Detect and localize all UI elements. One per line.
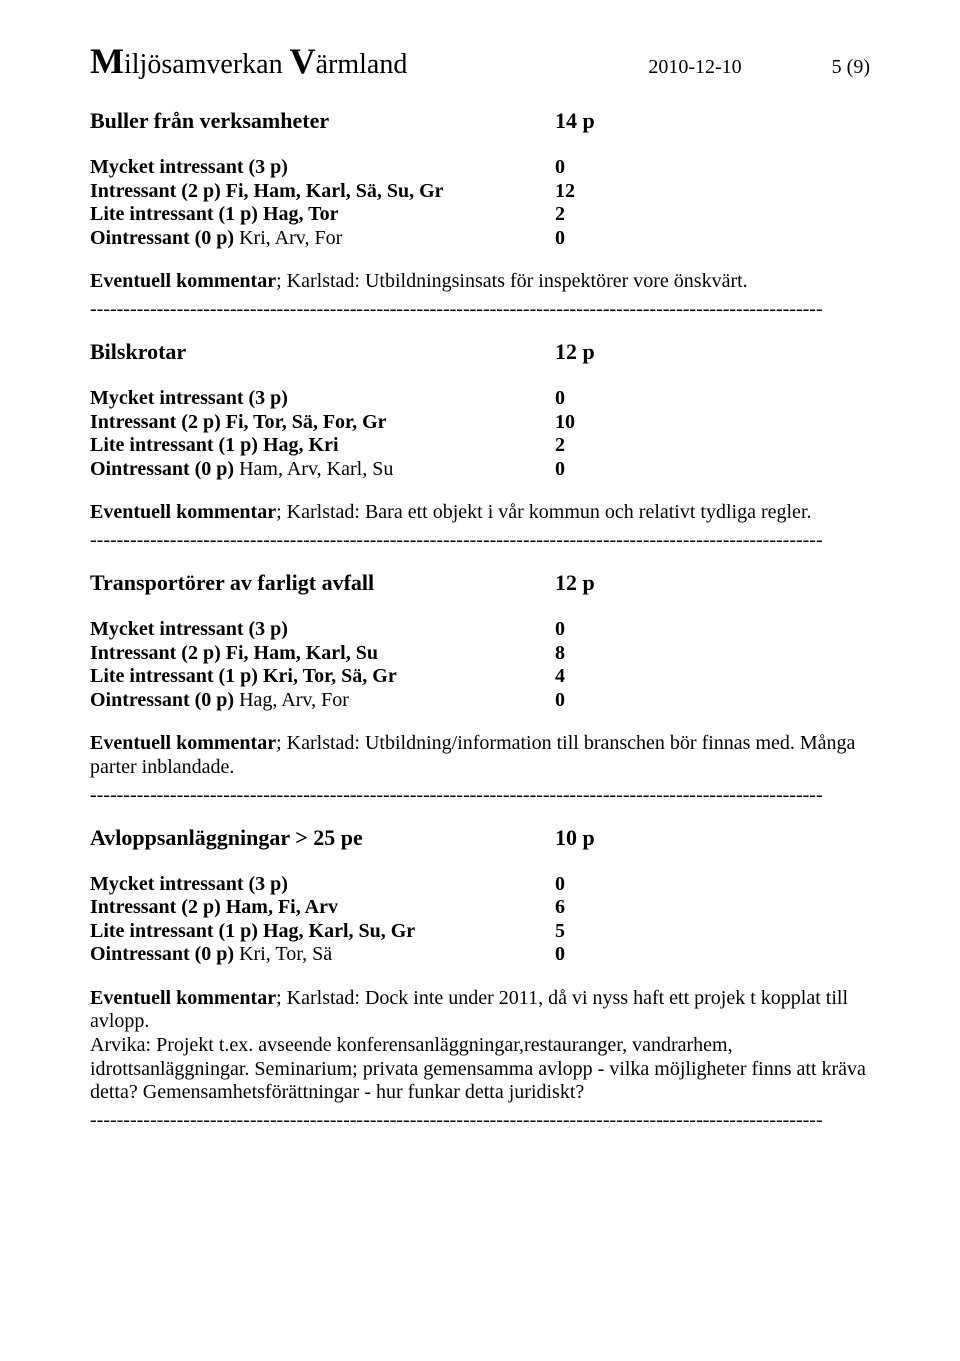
rating-row: Mycket intressant (3 p)0 xyxy=(90,873,870,897)
rating-value: 6 xyxy=(555,896,565,920)
section-title-row: Bilskrotar12 p xyxy=(90,339,870,365)
rating-label: Lite intressant (1 p) Hag, Kri xyxy=(90,434,555,458)
rating-value: 0 xyxy=(555,227,565,251)
section-points: 12 p xyxy=(555,570,595,596)
rating-row: Ointressant (0 p) Kri, Tor, Sä0 xyxy=(90,943,870,967)
rating-row: Intressant (2 p) Fi, Ham, Karl, Sä, Su, … xyxy=(90,180,870,204)
rating-label-suffix: Kri, Tor, Sä xyxy=(239,943,332,965)
rating-value: 0 xyxy=(555,458,565,482)
rating-value: 2 xyxy=(555,434,565,458)
rating-label: Mycket intressant (3 p) xyxy=(90,156,555,180)
rating-value: 0 xyxy=(555,873,565,897)
section-title-row: Buller från verksamheter14 p xyxy=(90,108,870,134)
rating-value: 4 xyxy=(555,665,565,689)
logo: Miljösamverkan Värmland xyxy=(90,40,407,82)
rating-label: Mycket intressant (3 p) xyxy=(90,387,555,411)
section-points: 10 p xyxy=(555,825,595,851)
logo-word1: iljösamverkan xyxy=(124,49,290,80)
rating-row: Mycket intressant (3 p)0 xyxy=(90,387,870,411)
rating-row: Ointressant (0 p) Ham, Arv, Karl, Su0 xyxy=(90,458,870,482)
section-comment: Eventuell kommentar; Karlstad: Dock inte… xyxy=(90,987,870,1105)
rating-row: Mycket intressant (3 p)0 xyxy=(90,618,870,642)
rating-value: 0 xyxy=(555,689,565,713)
logo-m: M xyxy=(90,41,124,81)
rating-label-suffix: Kri, Arv, For xyxy=(239,227,342,249)
rating-row: Lite intressant (1 p) Hag, Tor2 xyxy=(90,203,870,227)
rating-value: 0 xyxy=(555,156,565,180)
rating-label: Lite intressant (1 p) Hag, Tor xyxy=(90,203,555,227)
section: Bilskrotar12 pMycket intressant (3 p)0In… xyxy=(90,339,870,525)
rating-value: 2 xyxy=(555,203,565,227)
rating-value: 10 xyxy=(555,411,575,435)
rating-row: Lite intressant (1 p) Kri, Tor, Sä, Gr4 xyxy=(90,665,870,689)
divider: ----------------------------------------… xyxy=(90,1109,870,1132)
divider: ----------------------------------------… xyxy=(90,529,870,552)
logo-word2: ärmland xyxy=(316,49,408,80)
section-title: Transportörer av farligt avfall xyxy=(90,570,555,596)
logo-v: V xyxy=(290,41,316,81)
header-date: 2010-12-10 xyxy=(648,56,741,79)
rating-label: Intressant (2 p) Ham, Fi, Arv xyxy=(90,896,555,920)
divider: ----------------------------------------… xyxy=(90,298,870,321)
rating-label: Ointressant (0 p) Hag, Arv, For xyxy=(90,689,555,713)
section: Buller från verksamheter14 pMycket intre… xyxy=(90,108,870,294)
section-title-row: Transportörer av farligt avfall12 p xyxy=(90,570,870,596)
rating-value: 8 xyxy=(555,642,565,666)
page-header: Miljösamverkan Värmland 2010-12-10 5 (9) xyxy=(90,40,870,82)
rating-row: Intressant (2 p) Fi, Tor, Sä, For, Gr10 xyxy=(90,411,870,435)
rating-label: Ointressant (0 p) Ham, Arv, Karl, Su xyxy=(90,458,555,482)
rating-value: 5 xyxy=(555,920,565,944)
comment-lead: Eventuell kommentar xyxy=(90,501,276,523)
header-right: 2010-12-10 5 (9) xyxy=(648,56,870,79)
rating-value: 0 xyxy=(555,387,565,411)
section-comment: Eventuell kommentar; Karlstad: Utbildnin… xyxy=(90,270,870,294)
section-title: Avloppsanläggningar > 25 pe xyxy=(90,825,555,851)
rating-label: Intressant (2 p) Fi, Ham, Karl, Sä, Su, … xyxy=(90,180,555,204)
comment-lead: Eventuell kommentar xyxy=(90,987,276,1009)
comment-lead: Eventuell kommentar xyxy=(90,270,276,292)
rating-label: Ointressant (0 p) Kri, Arv, For xyxy=(90,227,555,251)
section: Transportörer av farligt avfall12 pMycke… xyxy=(90,570,870,780)
rating-row: Ointressant (0 p) Kri, Arv, For0 xyxy=(90,227,870,251)
rating-value: 0 xyxy=(555,943,565,967)
rating-label: Lite intressant (1 p) Kri, Tor, Sä, Gr xyxy=(90,665,555,689)
divider: ----------------------------------------… xyxy=(90,784,870,807)
rating-row: Lite intressant (1 p) Hag, Karl, Su, Gr5 xyxy=(90,920,870,944)
rating-value: 12 xyxy=(555,180,575,204)
comment-lead: Eventuell kommentar xyxy=(90,732,276,754)
rating-label: Intressant (2 p) Fi, Ham, Karl, Su xyxy=(90,642,555,666)
rating-label: Lite intressant (1 p) Hag, Karl, Su, Gr xyxy=(90,920,555,944)
section-comment: Eventuell kommentar; Karlstad: Utbildnin… xyxy=(90,732,870,779)
section-points: 12 p xyxy=(555,339,595,365)
rating-label: Mycket intressant (3 p) xyxy=(90,618,555,642)
section-title-row: Avloppsanläggningar > 25 pe10 p xyxy=(90,825,870,851)
rating-row: Intressant (2 p) Fi, Ham, Karl, Su8 xyxy=(90,642,870,666)
rating-label: Mycket intressant (3 p) xyxy=(90,873,555,897)
rating-row: Intressant (2 p) Ham, Fi, Arv6 xyxy=(90,896,870,920)
section-title: Buller från verksamheter xyxy=(90,108,555,134)
section: Avloppsanläggningar > 25 pe10 pMycket in… xyxy=(90,825,870,1105)
rating-row: Mycket intressant (3 p)0 xyxy=(90,156,870,180)
rating-row: Ointressant (0 p) Hag, Arv, For0 xyxy=(90,689,870,713)
rating-label-suffix: Hag, Arv, For xyxy=(239,689,349,711)
rating-label: Ointressant (0 p) Kri, Tor, Sä xyxy=(90,943,555,967)
rating-row: Lite intressant (1 p) Hag, Kri2 xyxy=(90,434,870,458)
rating-label: Intressant (2 p) Fi, Tor, Sä, For, Gr xyxy=(90,411,555,435)
rating-label-suffix: Ham, Arv, Karl, Su xyxy=(239,458,393,480)
section-title: Bilskrotar xyxy=(90,339,555,365)
section-comment: Eventuell kommentar; Karlstad: Bara ett … xyxy=(90,501,870,525)
section-points: 14 p xyxy=(555,108,595,134)
rating-value: 0 xyxy=(555,618,565,642)
header-page: 5 (9) xyxy=(832,56,870,79)
